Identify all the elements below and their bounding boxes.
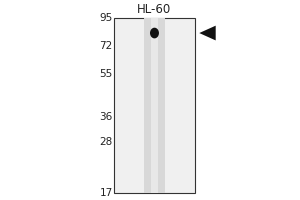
Bar xyxy=(144,18,165,193)
Text: 36: 36 xyxy=(99,112,113,122)
Bar xyxy=(151,18,158,193)
Text: HL-60: HL-60 xyxy=(137,3,172,16)
Polygon shape xyxy=(199,26,216,40)
Text: 28: 28 xyxy=(99,137,113,147)
Text: 95: 95 xyxy=(99,13,113,23)
Text: 55: 55 xyxy=(99,69,113,79)
Text: 17: 17 xyxy=(99,188,113,198)
Bar xyxy=(114,18,195,193)
Text: 72: 72 xyxy=(99,41,113,51)
Ellipse shape xyxy=(150,28,159,38)
